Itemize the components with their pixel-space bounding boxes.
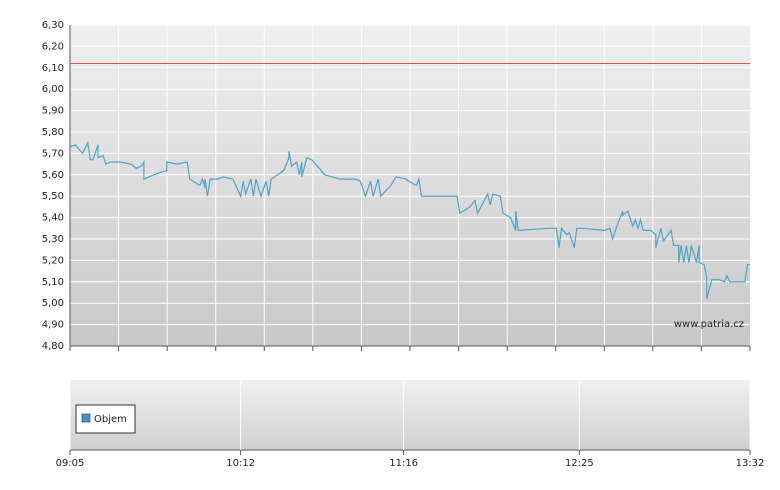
y-tick-label: 5,60 bbox=[42, 170, 64, 181]
y-tick-label: 4,80 bbox=[42, 341, 64, 352]
y-tick-label: 6,10 bbox=[42, 63, 64, 74]
y-tick-label: 4,90 bbox=[42, 320, 64, 331]
x-tick-label: 12:25 bbox=[565, 458, 594, 469]
y-tick-label: 5,80 bbox=[42, 127, 64, 138]
y-tick-label: 6,20 bbox=[42, 41, 64, 52]
y-tick-label: 5,20 bbox=[42, 255, 64, 266]
x-tick-label: 13:32 bbox=[736, 458, 765, 469]
y-tick-label: 5,50 bbox=[42, 191, 64, 202]
price-line bbox=[69, 140, 750, 300]
x-tick-label: 09:05 bbox=[56, 458, 85, 469]
watermark: www.patria.cz bbox=[674, 319, 744, 330]
y-tick-label: 6,00 bbox=[42, 84, 64, 95]
legend-swatch bbox=[81, 413, 91, 423]
legend-label: Objem bbox=[94, 414, 127, 425]
x-tick-label: 11:16 bbox=[389, 458, 418, 469]
y-tick-label: 6,30 bbox=[42, 20, 64, 31]
y-tick-label: 5,10 bbox=[42, 277, 64, 288]
x-tick-label: 10:12 bbox=[226, 458, 255, 469]
y-tick-label: 5,70 bbox=[42, 148, 64, 159]
y-tick-label: 5,90 bbox=[42, 106, 64, 117]
y-tick-label: 5,00 bbox=[42, 298, 64, 309]
y-tick-label: 5,40 bbox=[42, 213, 64, 224]
y-tick-label: 5,30 bbox=[42, 234, 64, 245]
volume-area bbox=[70, 380, 750, 450]
